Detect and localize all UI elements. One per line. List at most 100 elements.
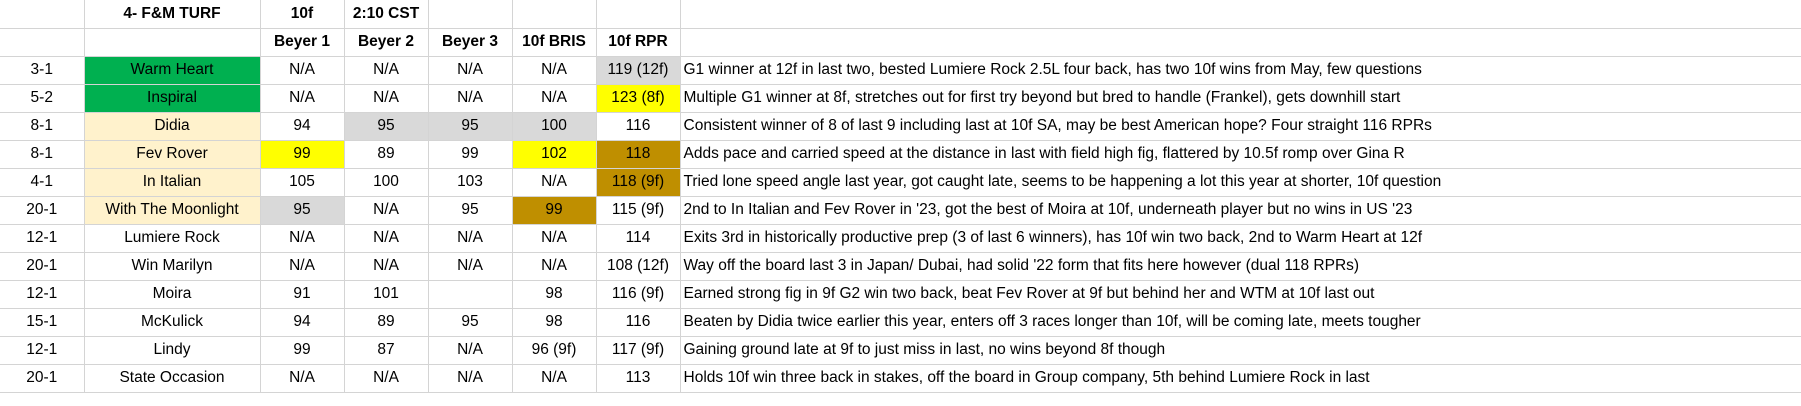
odds-cell[interactable]: 15-1 bbox=[0, 307, 85, 337]
odds-cell[interactable]: 12-1 bbox=[0, 335, 85, 365]
odds-cell[interactable]: 12-1 bbox=[0, 279, 85, 309]
horse-cell[interactable]: State Occasion bbox=[83, 363, 261, 393]
beyer-1-cell[interactable]: Beyer 1 bbox=[259, 27, 345, 57]
odds-cell[interactable]: 20-1 bbox=[0, 195, 85, 225]
notes-cell[interactable]: Exits 3rd in historically productive pre… bbox=[679, 223, 1801, 253]
beyer-3-cell[interactable]: Beyer 3 bbox=[427, 27, 513, 57]
beyer-2-cell[interactable]: N/A bbox=[343, 83, 429, 113]
bris-cell[interactable]: N/A bbox=[511, 223, 597, 253]
notes-cell[interactable] bbox=[679, 27, 1801, 57]
beyer-1-cell[interactable]: N/A bbox=[259, 251, 345, 281]
horse-cell[interactable]: Win Marilyn bbox=[83, 251, 261, 281]
beyer-1-cell[interactable]: 95 bbox=[259, 195, 345, 225]
beyer-3-cell[interactable] bbox=[427, 0, 513, 29]
horse-cell[interactable]: In Italian bbox=[83, 167, 261, 197]
beyer-1-cell[interactable]: 94 bbox=[259, 111, 345, 141]
notes-cell[interactable]: Consistent winner of 8 of last 9 includi… bbox=[679, 111, 1801, 141]
bris-cell[interactable]: 10f BRIS bbox=[511, 27, 597, 57]
odds-cell[interactable]: 4-1 bbox=[0, 167, 85, 197]
bris-cell[interactable]: N/A bbox=[511, 83, 597, 113]
notes-cell[interactable]: 2nd to In Italian and Fev Rover in '23, … bbox=[679, 195, 1801, 225]
horse-cell[interactable]: 4- F&M TURF bbox=[83, 0, 261, 29]
rpr-cell[interactable]: 116 bbox=[595, 111, 681, 141]
odds-cell[interactable] bbox=[0, 27, 85, 57]
beyer-3-cell[interactable]: 95 bbox=[427, 195, 513, 225]
beyer-2-cell[interactable]: Beyer 2 bbox=[343, 27, 429, 57]
notes-cell[interactable]: Multiple G1 winner at 8f, stretches out … bbox=[679, 83, 1801, 113]
beyer-2-cell[interactable]: 100 bbox=[343, 167, 429, 197]
beyer-1-cell[interactable]: N/A bbox=[259, 55, 345, 85]
bris-cell[interactable] bbox=[511, 0, 597, 29]
beyer-2-cell[interactable]: N/A bbox=[343, 195, 429, 225]
beyer-1-cell[interactable]: 10f bbox=[259, 0, 345, 29]
beyer-3-cell[interactable]: N/A bbox=[427, 251, 513, 281]
horse-cell[interactable]: Lindy bbox=[83, 335, 261, 365]
rpr-cell[interactable]: 118 bbox=[595, 139, 681, 169]
horse-cell[interactable]: With The Moonlight bbox=[83, 195, 261, 225]
beyer-3-cell[interactable]: 95 bbox=[427, 307, 513, 337]
horse-cell[interactable] bbox=[83, 27, 261, 57]
bris-cell[interactable]: N/A bbox=[511, 363, 597, 393]
beyer-2-cell[interactable]: 89 bbox=[343, 307, 429, 337]
beyer-1-cell[interactable]: 105 bbox=[259, 167, 345, 197]
beyer-2-cell[interactable]: N/A bbox=[343, 223, 429, 253]
beyer-3-cell[interactable]: N/A bbox=[427, 55, 513, 85]
beyer-3-cell[interactable]: 103 bbox=[427, 167, 513, 197]
notes-cell[interactable]: Gaining ground late at 9f to just miss i… bbox=[679, 335, 1801, 365]
horse-cell[interactable]: Inspiral bbox=[83, 83, 261, 113]
rpr-cell[interactable]: 113 bbox=[595, 363, 681, 393]
beyer-3-cell[interactable]: 99 bbox=[427, 139, 513, 169]
notes-cell[interactable]: Way off the board last 3 in Japan/ Dubai… bbox=[679, 251, 1801, 281]
horse-cell[interactable]: Lumiere Rock bbox=[83, 223, 261, 253]
rpr-cell[interactable]: 117 (9f) bbox=[595, 335, 681, 365]
beyer-1-cell[interactable]: N/A bbox=[259, 363, 345, 393]
beyer-1-cell[interactable]: 91 bbox=[259, 279, 345, 309]
beyer-2-cell[interactable]: 95 bbox=[343, 111, 429, 141]
beyer-2-cell[interactable]: 87 bbox=[343, 335, 429, 365]
beyer-2-cell[interactable]: N/A bbox=[343, 363, 429, 393]
odds-cell[interactable]: 8-1 bbox=[0, 139, 85, 169]
horse-cell[interactable]: Didia bbox=[83, 111, 261, 141]
horse-cell[interactable]: Fev Rover bbox=[83, 139, 261, 169]
beyer-2-cell[interactable]: N/A bbox=[343, 55, 429, 85]
beyer-2-cell[interactable]: 101 bbox=[343, 279, 429, 309]
notes-cell[interactable]: G1 winner at 12f in last two, bested Lum… bbox=[679, 55, 1801, 85]
odds-cell[interactable]: 5-2 bbox=[0, 83, 85, 113]
bris-cell[interactable]: 100 bbox=[511, 111, 597, 141]
rpr-cell[interactable] bbox=[595, 0, 681, 29]
notes-cell[interactable] bbox=[679, 0, 1801, 29]
rpr-cell[interactable]: 119 (12f) bbox=[595, 55, 681, 85]
odds-cell[interactable]: 20-1 bbox=[0, 363, 85, 393]
bris-cell[interactable]: N/A bbox=[511, 55, 597, 85]
horse-cell[interactable]: McKulick bbox=[83, 307, 261, 337]
beyer-2-cell[interactable]: N/A bbox=[343, 251, 429, 281]
beyer-2-cell[interactable]: 2:10 CST bbox=[343, 0, 429, 29]
beyer-3-cell[interactable]: N/A bbox=[427, 83, 513, 113]
notes-cell[interactable]: Holds 10f win three back in stakes, off … bbox=[679, 363, 1801, 393]
beyer-1-cell[interactable]: 99 bbox=[259, 139, 345, 169]
rpr-cell[interactable]: 123 (8f) bbox=[595, 83, 681, 113]
notes-cell[interactable]: Earned strong fig in 9f G2 win two back,… bbox=[679, 279, 1801, 309]
rpr-cell[interactable]: 114 bbox=[595, 223, 681, 253]
beyer-1-cell[interactable]: 99 bbox=[259, 335, 345, 365]
rpr-cell[interactable]: 10f RPR bbox=[595, 27, 681, 57]
notes-cell[interactable]: Tried lone speed angle last year, got ca… bbox=[679, 167, 1801, 197]
beyer-3-cell[interactable]: 95 bbox=[427, 111, 513, 141]
rpr-cell[interactable]: 108 (12f) bbox=[595, 251, 681, 281]
horse-cell[interactable]: Moira bbox=[83, 279, 261, 309]
bris-cell[interactable]: N/A bbox=[511, 251, 597, 281]
notes-cell[interactable]: Beaten by Didia twice earlier this year,… bbox=[679, 307, 1801, 337]
bris-cell[interactable]: N/A bbox=[511, 167, 597, 197]
beyer-3-cell[interactable] bbox=[427, 279, 513, 309]
beyer-1-cell[interactable]: N/A bbox=[259, 83, 345, 113]
rpr-cell[interactable]: 116 (9f) bbox=[595, 279, 681, 309]
rpr-cell[interactable]: 115 (9f) bbox=[595, 195, 681, 225]
bris-cell[interactable]: 102 bbox=[511, 139, 597, 169]
bris-cell[interactable]: 98 bbox=[511, 307, 597, 337]
odds-cell[interactable]: 20-1 bbox=[0, 251, 85, 281]
beyer-1-cell[interactable]: N/A bbox=[259, 223, 345, 253]
odds-cell[interactable]: 12-1 bbox=[0, 223, 85, 253]
bris-cell[interactable]: 98 bbox=[511, 279, 597, 309]
horse-cell[interactable]: Warm Heart bbox=[83, 55, 261, 85]
rpr-cell[interactable]: 116 bbox=[595, 307, 681, 337]
